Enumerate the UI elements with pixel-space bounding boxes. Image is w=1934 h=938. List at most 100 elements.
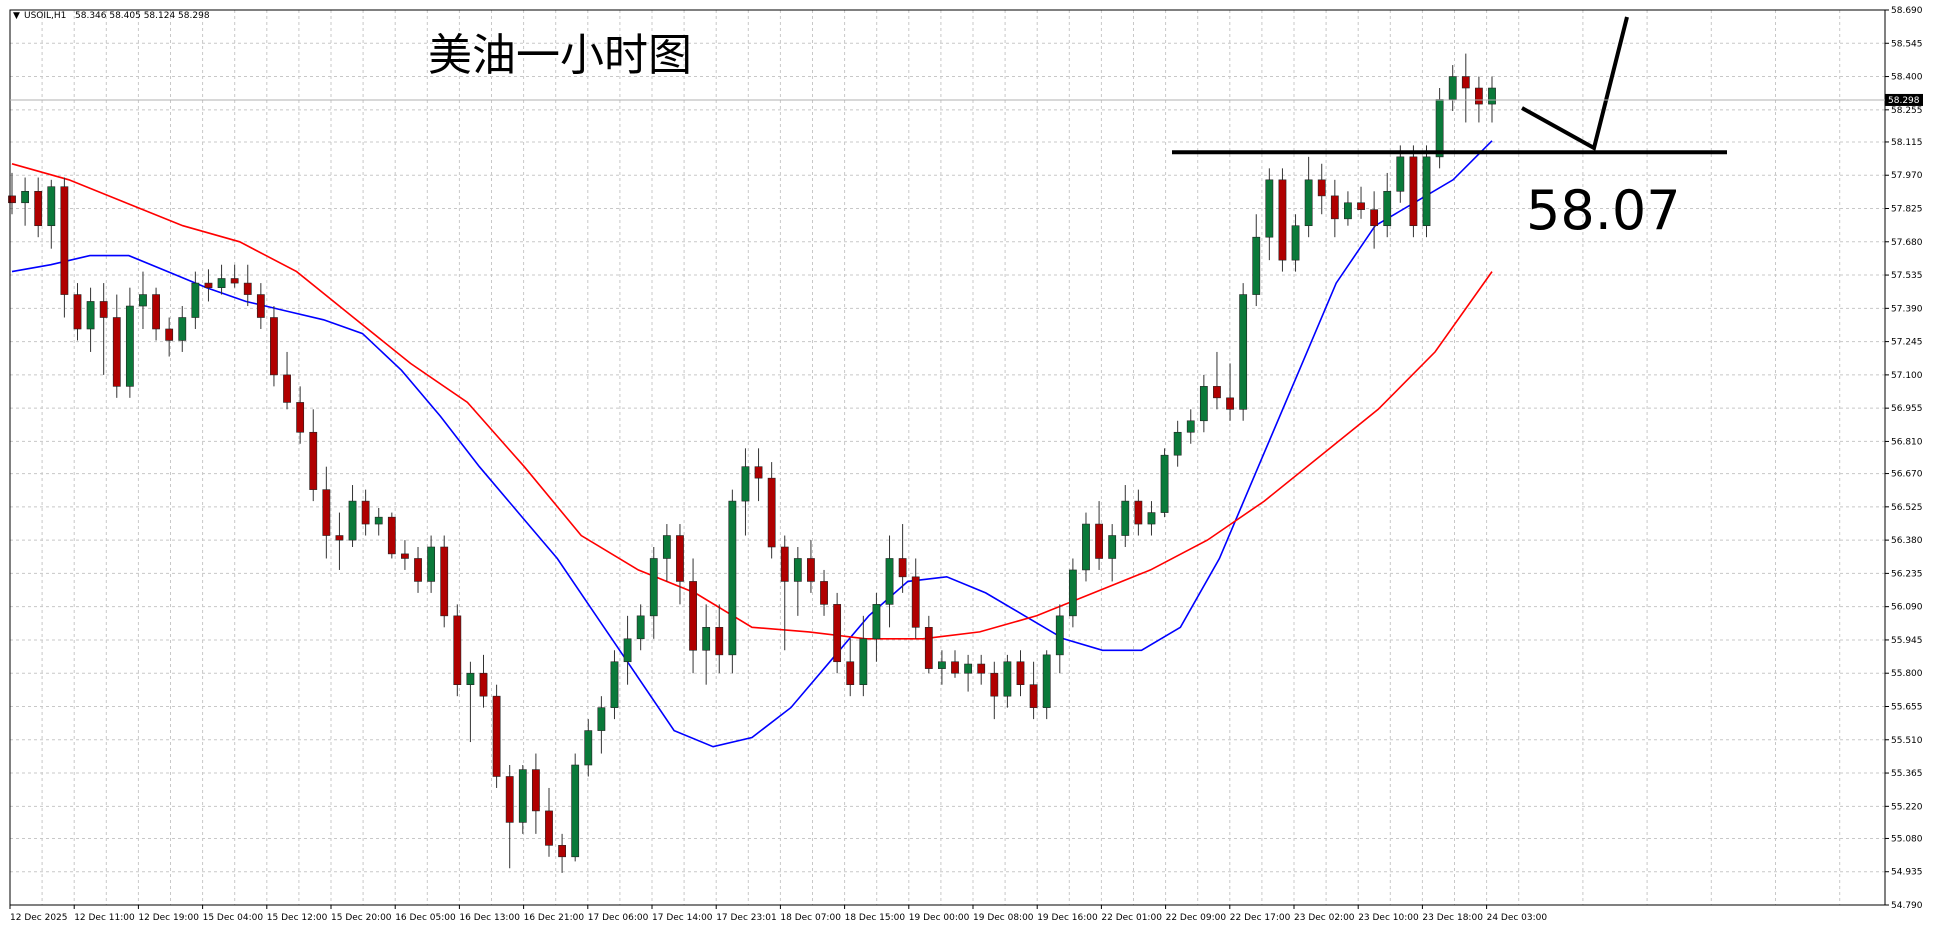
candle-body — [741, 466, 750, 502]
candle-body — [846, 661, 855, 685]
candle-body — [217, 278, 226, 288]
candle-body — [34, 190, 43, 227]
candle-body — [1291, 225, 1300, 261]
candle-body — [938, 661, 946, 669]
candle-body — [597, 707, 606, 731]
chart-axes — [9, 9, 1886, 906]
candle-body — [1068, 569, 1077, 617]
y-tick-label: 56.670 — [1891, 470, 1923, 480]
candle-body — [479, 672, 488, 697]
y-tick-label: 57.390 — [1891, 304, 1923, 314]
y-tick-label: 54.790 — [1891, 901, 1923, 911]
candle-body — [1488, 87, 1496, 105]
x-tick-label: 19 Dec 00:00 — [909, 913, 970, 923]
candle-body — [492, 695, 501, 777]
candle-body — [1108, 535, 1117, 559]
x-tick-label: 16 Dec 13:00 — [459, 913, 520, 923]
y-tick-label: 57.680 — [1891, 238, 1923, 248]
x-tick-label: 18 Dec 07:00 — [780, 913, 841, 923]
y-tick-label: 56.235 — [1891, 569, 1923, 579]
candle-body — [335, 535, 344, 541]
x-tick-label: 16 Dec 21:00 — [524, 913, 585, 923]
candles — [8, 53, 1496, 873]
x-tick-label: 15 Dec 12:00 — [267, 913, 328, 923]
x-tick-label: 12 Dec 19:00 — [138, 913, 199, 923]
x-tick-label: 23 Dec 10:00 — [1358, 913, 1419, 923]
candle-body — [623, 638, 632, 663]
candle-body — [1278, 179, 1287, 261]
x-tick-label: 12 Dec 2025 — [10, 913, 68, 923]
candle-body — [793, 558, 802, 582]
candle-body — [21, 190, 29, 204]
candle-body — [807, 558, 815, 582]
price-scale: 58.690 58.545 58.400 58.255 58.115 57.970 57.8… — [1885, 6, 1923, 911]
candle-body — [728, 500, 737, 656]
candle-body — [1160, 454, 1169, 513]
candle-body — [283, 374, 291, 403]
x-tick-label: 17 Dec 14:00 — [652, 913, 713, 923]
y-tick-label: 56.525 — [1891, 503, 1923, 513]
y-tick-label: 58.545 — [1891, 39, 1923, 49]
x-tick-label: 15 Dec 20:00 — [331, 913, 392, 923]
candle-body — [1134, 500, 1143, 525]
y-tick-label: 57.535 — [1891, 271, 1923, 281]
x-tick-label: 23 Dec 02:00 — [1294, 913, 1355, 923]
candle-body — [505, 776, 514, 823]
candle-body — [767, 477, 776, 548]
x-tick-label: 16 Dec 05:00 — [395, 913, 456, 923]
candle-body — [270, 317, 278, 376]
candle-body — [1147, 512, 1156, 525]
chart-header: ▼ USOIL,H1 58.346 58.405 58.124 58.298 — [13, 11, 210, 21]
y-tick-label: 58.115 — [1891, 138, 1923, 148]
candle-body — [401, 553, 409, 559]
y-tick-label: 58.255 — [1891, 106, 1923, 116]
symbol-label: USOIL,H1 — [24, 11, 66, 21]
candle-body — [348, 500, 357, 541]
candle-body — [951, 661, 959, 674]
current-price-value: 58.298 — [1888, 96, 1920, 106]
candle-body — [309, 431, 318, 490]
candle-body — [545, 810, 553, 846]
candle-body — [872, 604, 881, 640]
candle-body — [125, 305, 134, 387]
candle-body — [178, 317, 187, 341]
candle-body — [361, 500, 370, 525]
candle-body — [1357, 202, 1365, 210]
candle-body — [1239, 294, 1248, 410]
y-tick-label: 55.655 — [1891, 702, 1923, 712]
candle-body — [86, 301, 95, 330]
candle-body — [885, 558, 894, 605]
candle-body — [256, 294, 265, 318]
candle-body — [1082, 523, 1090, 571]
candle-body — [1186, 420, 1195, 433]
chart-grid — [9, 9, 1885, 906]
candle-body — [296, 402, 305, 433]
x-tick-label: 18 Dec 15:00 — [845, 913, 906, 923]
candle-body — [322, 489, 331, 536]
candle-body — [1055, 615, 1064, 656]
x-tick-label: 24 Dec 03:00 — [1487, 913, 1548, 923]
plot-frame — [9, 9, 1886, 906]
x-tick-label: 19 Dec 16:00 — [1037, 913, 1098, 923]
candle-body — [558, 845, 566, 858]
time-scale: 12 Dec 2025 12 Dec 11:00 12 Dec 19:00 15 De… — [9, 905, 1548, 923]
candle-body — [1344, 202, 1352, 220]
x-tick-label: 17 Dec 06:00 — [588, 913, 649, 923]
candle-body — [387, 516, 396, 555]
candle-body — [1003, 661, 1012, 697]
y-tick-label: 56.090 — [1891, 603, 1923, 613]
candle-body — [47, 186, 56, 227]
candle-body — [518, 769, 527, 823]
candle-body — [466, 672, 475, 685]
candle-body — [230, 278, 239, 284]
collapse-arrow-icon[interactable]: ▼ — [13, 11, 20, 21]
candle-body — [689, 581, 697, 651]
candle-body — [1029, 684, 1038, 708]
candle-body — [584, 730, 593, 766]
y-tick-label: 57.970 — [1891, 171, 1923, 181]
candle-body — [531, 769, 540, 812]
candle-body — [1016, 661, 1025, 685]
candle-body — [924, 627, 933, 669]
candle-body — [649, 558, 658, 617]
